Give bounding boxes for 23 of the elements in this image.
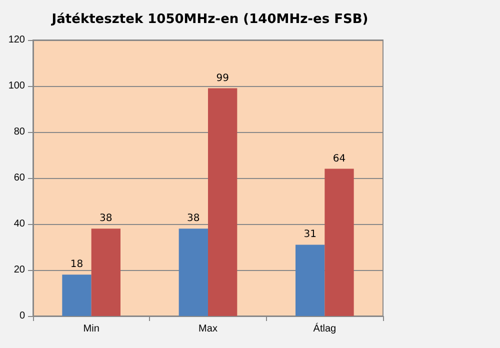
data-label: 38 bbox=[100, 213, 112, 224]
y-tick-label: 80 bbox=[14, 126, 26, 138]
x-tick-label: Max bbox=[198, 324, 218, 334]
y-tick-label: 0 bbox=[19, 310, 26, 322]
x-tick-label: Min bbox=[83, 324, 100, 334]
bar bbox=[178, 228, 208, 316]
x-tick-label: Átlag bbox=[313, 322, 336, 334]
chart-title: Játéktesztek 1050MHz-en (140MHz-es FSB) bbox=[50, 12, 368, 27]
bar bbox=[296, 244, 325, 316]
data-label: 38 bbox=[187, 213, 200, 224]
y-tick-label: 120 bbox=[8, 34, 26, 46]
data-label: 99 bbox=[216, 72, 229, 84]
bar bbox=[62, 274, 92, 316]
bar bbox=[208, 88, 238, 316]
data-label: 18 bbox=[70, 259, 84, 270]
bar bbox=[324, 168, 354, 316]
y-tick-label: 100 bbox=[8, 80, 26, 92]
bar bbox=[91, 228, 120, 316]
y-tick-label: 40 bbox=[14, 218, 26, 230]
data-label: 64 bbox=[332, 153, 346, 164]
y-tick-label: 60 bbox=[14, 172, 26, 184]
data-label: 31 bbox=[304, 229, 316, 240]
y-tick-label: 20 bbox=[14, 264, 26, 276]
